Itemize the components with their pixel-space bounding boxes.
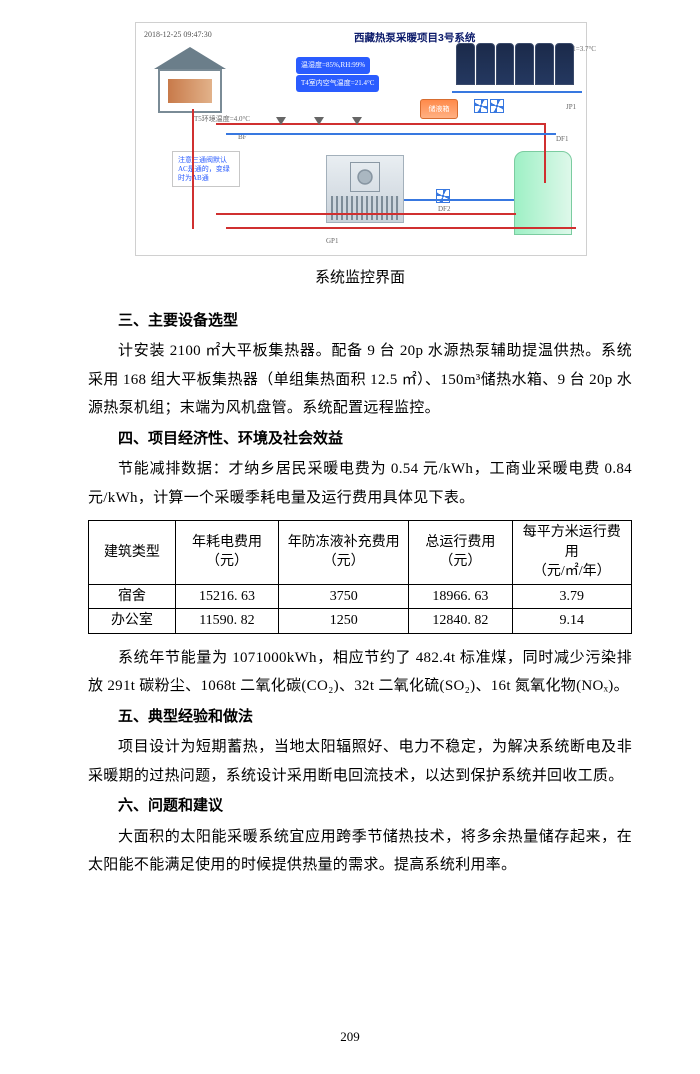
- valve-icon: [276, 117, 286, 125]
- col-header: 总运行费用（元）: [409, 521, 512, 585]
- valve-note: 注意三通阀默认AC是通的，变绿时为AB通: [172, 151, 240, 187]
- pipe-red: [544, 123, 546, 183]
- cell: 3750: [279, 584, 409, 609]
- col-header: 年耗电费用（元）: [175, 521, 278, 585]
- para-6: 大面积的太阳能采暖系统宜应用跨季节储热技术，将多余热量储存起来，在太阳能不能满足…: [88, 823, 632, 880]
- figure-caption: 系统监控界面: [88, 264, 632, 293]
- cell: 办公室: [89, 609, 176, 634]
- table-header-row: 建筑类型 年耗电费用（元） 年防冻液补充费用（元） 总运行费用（元） 每平方米运…: [89, 521, 632, 585]
- pipe-blue: [452, 91, 582, 93]
- pipe-blue: [226, 133, 556, 135]
- heading-5: 五、典型经验和做法: [88, 703, 632, 732]
- water-tank-icon: [514, 151, 572, 235]
- badge-1: 温湿度=85%,RH:99%: [296, 57, 370, 74]
- cell: 12840. 82: [409, 609, 512, 634]
- heading-3: 三、主要设备选型: [88, 307, 632, 336]
- table-row: 宿舍 15216. 63 3750 18966. 63 3.79: [89, 584, 632, 609]
- cell: 9.14: [512, 609, 632, 634]
- pipe-red: [226, 227, 576, 229]
- cell: 15216. 63: [175, 584, 278, 609]
- fan-icon: [490, 99, 504, 113]
- heading-6: 六、问题和建议: [88, 792, 632, 821]
- fan-icon: [474, 99, 488, 113]
- col-header: 年防冻液补充费用（元）: [279, 521, 409, 585]
- para-4b: 系统年节能量为 1071000kWh，相应节约了 482.4t 标准煤，同时减少…: [88, 644, 632, 701]
- pipe-red: [192, 109, 194, 229]
- valve-icon: [352, 117, 362, 125]
- heading-4: 四、项目经济性、环境及社会效益: [88, 425, 632, 454]
- para-5: 项目设计为短期蓄热，当地太阳辐照好、电力不稳定，为解决系统断电及非采暖期的过热问…: [88, 733, 632, 790]
- label-gp1: GP1: [326, 235, 338, 248]
- col-header: 建筑类型: [89, 521, 176, 585]
- badge-2: T4室内空气温度=21.4°C: [296, 75, 379, 92]
- cell: 宿舍: [89, 584, 176, 609]
- cell: 1250: [279, 609, 409, 634]
- storage-tank-icon: 储液箱: [420, 99, 458, 119]
- table-row: 办公室 11590. 82 1250 12840. 82 9.14: [89, 609, 632, 634]
- system-diagram: 2018-12-25 09:47:30 西藏热泵采暖项目3号系统 T1=3.7°…: [135, 22, 587, 256]
- valve-icon: [314, 117, 324, 125]
- label-jp1: JP1: [566, 101, 576, 114]
- page-number: 209: [0, 1025, 700, 1050]
- col-header: 每平方米运行费用（元/㎡/年）: [512, 521, 632, 585]
- cell: 11590. 82: [175, 609, 278, 634]
- para-3: 计安装 2100 ㎡大平板集热器。配备 9 台 20p 水源热泵辅助提温供热。系…: [88, 337, 632, 423]
- page: 2018-12-25 09:47:30 西藏热泵采暖项目3号系统 T1=3.7°…: [0, 0, 700, 1074]
- cell: 3.79: [512, 584, 632, 609]
- solar-panel-bank: [456, 43, 574, 85]
- pipe-red: [216, 213, 516, 215]
- cost-table: 建筑类型 年耗电费用（元） 年防冻液补充费用（元） 总运行费用（元） 每平方米运…: [88, 520, 632, 634]
- diagram-container: 2018-12-25 09:47:30 西藏热泵采暖项目3号系统 T1=3.7°…: [135, 22, 585, 256]
- diagram-timestamp: 2018-12-25 09:47:30: [144, 27, 212, 42]
- house-icon: [154, 47, 226, 109]
- label-df1: DF1: [556, 133, 568, 146]
- cell: 18966. 63: [409, 584, 512, 609]
- pipe-blue: [404, 199, 514, 201]
- pipe-red: [216, 123, 546, 125]
- para-4: 节能减排数据：才纳乡居民采暖电费为 0.54 元/kWh，工商业采暖电费 0.8…: [88, 455, 632, 512]
